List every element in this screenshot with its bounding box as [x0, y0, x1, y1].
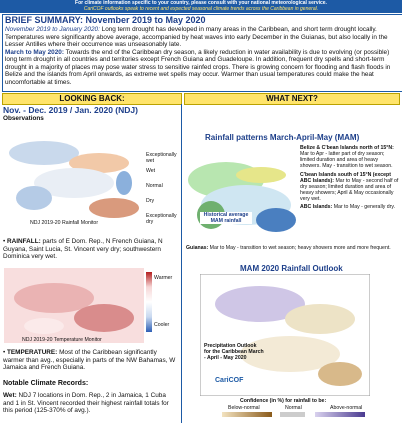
temperature-scale — [146, 272, 152, 332]
section-title: Nov. - Dec. 2019 / Jan. 2020 (NDJ) — [3, 105, 138, 115]
record: Wet: NDJ 7 locations in Dom. Rep., 2 in … — [3, 392, 177, 415]
caption: Historical average MAM rainfall — [200, 212, 252, 225]
confidence-label: Normal — [285, 405, 302, 411]
text: Long term drought has developed in many … — [5, 26, 388, 49]
legend-item: Wet — [146, 168, 156, 174]
bullet: • TEMPERATURE: Most of the Caribbean sig… — [3, 349, 176, 372]
text: Mar to May - generally dry. — [332, 204, 396, 211]
confidence-label: Below-normal — [228, 405, 260, 411]
lead: March to May 2020: — [5, 48, 64, 56]
section-title: Rainfall patterns March-April-May (MAM) — [205, 133, 360, 142]
historical-map — [186, 145, 298, 240]
lead: Wet: — [3, 392, 17, 399]
text: Towards the end of the Caribbean dry sea… — [5, 48, 391, 86]
note: Guianas: Mar to May - transition to wet … — [186, 245, 400, 251]
header: LOOKING BACK: — [2, 93, 182, 105]
rainfall-map — [4, 123, 144, 228]
legend-item: Warmer — [154, 275, 173, 281]
note: C'bean Islands south of 15°N (except ABC… — [300, 172, 400, 203]
banner-line: For climate information specific to your… — [75, 0, 327, 6]
lead: C'bean Islands south of 15°N (except ABC… — [300, 171, 391, 184]
paragraph: March to May 2020: Towards the end of th… — [5, 49, 401, 87]
logo: CariCOF — [215, 377, 244, 384]
divider — [181, 104, 182, 423]
legend-item: Exceptionally dry — [146, 213, 177, 226]
legend: Exceptionally wet Wet Normal Dry Excepti… — [146, 152, 180, 225]
bullet: • RAINFALL: parts of E Dom. Rep., N Fren… — [3, 238, 163, 261]
text: Mar to May - second half of dry season; … — [300, 177, 399, 202]
caption: NDJ 2019-20 Rainfall Monitor — [30, 220, 99, 226]
caption: Precipitation Outlook for the Caribbean … — [204, 343, 264, 362]
text: Mar to Apr - latter part of dry season; … — [300, 151, 393, 170]
outlook-map — [200, 274, 370, 396]
confidence-scale — [280, 412, 305, 417]
legend-item: Normal — [146, 183, 163, 189]
text: Mar to May - transition to wet season; h… — [208, 245, 391, 251]
note: ABC Islands: Mar to May - generally dry. — [300, 204, 400, 210]
confidence-scale — [315, 412, 365, 417]
legend-item: Dry — [146, 198, 155, 204]
legend-item: Exceptionally wet — [146, 152, 177, 165]
notes: Belize & C'bean Islands north of 15°N: M… — [300, 145, 400, 210]
summary: BRIEF SUMMARY: November 2019 to May 2020… — [2, 14, 402, 92]
banner-line: CariCOF outlooks speak to recent and exp… — [83, 6, 319, 12]
lead: ABC Islands: — [300, 204, 333, 211]
records-title: Notable Climate Records: — [3, 380, 89, 387]
summary-title: BRIEF SUMMARY: November 2019 to May 2020 — [5, 15, 206, 25]
confidence-label: Above-normal — [330, 405, 363, 411]
section-title: MAM 2020 Rainfall Outlook — [240, 264, 343, 273]
lead: Guianas: — [186, 245, 209, 251]
subtitle: Observations — [3, 115, 44, 122]
header: WHAT NEXT? — [184, 93, 400, 105]
lead: November 2019 to January 2020: — [5, 26, 100, 33]
legend-item: Cooler — [154, 322, 170, 328]
temperature-map — [4, 268, 144, 343]
lead: TEMPERATURE: — [7, 349, 58, 356]
note: Belize & C'bean Islands north of 15°N: M… — [300, 145, 400, 170]
lead: Belize & C'bean Islands north of 15°N: — [300, 145, 394, 151]
text: NDJ 7 locations in Dom. Rep., 2 in Jamai… — [3, 392, 169, 415]
lead: RAINFALL: — [7, 238, 41, 245]
text: Most of the Caribbean significantly warm… — [3, 349, 176, 372]
text: parts of E Dom. Rep., N French Guiana, N… — [3, 238, 163, 261]
confidence-scale — [222, 412, 272, 417]
caption: NDJ 2019-20 Temperature Monitor — [22, 337, 102, 343]
confidence-title: Confidence (in %) for rainfall to be: — [240, 398, 327, 404]
paragraph: November 2019 to January 2020: Long term… — [5, 26, 401, 49]
banner: For climate information specific to your… — [0, 0, 402, 13]
